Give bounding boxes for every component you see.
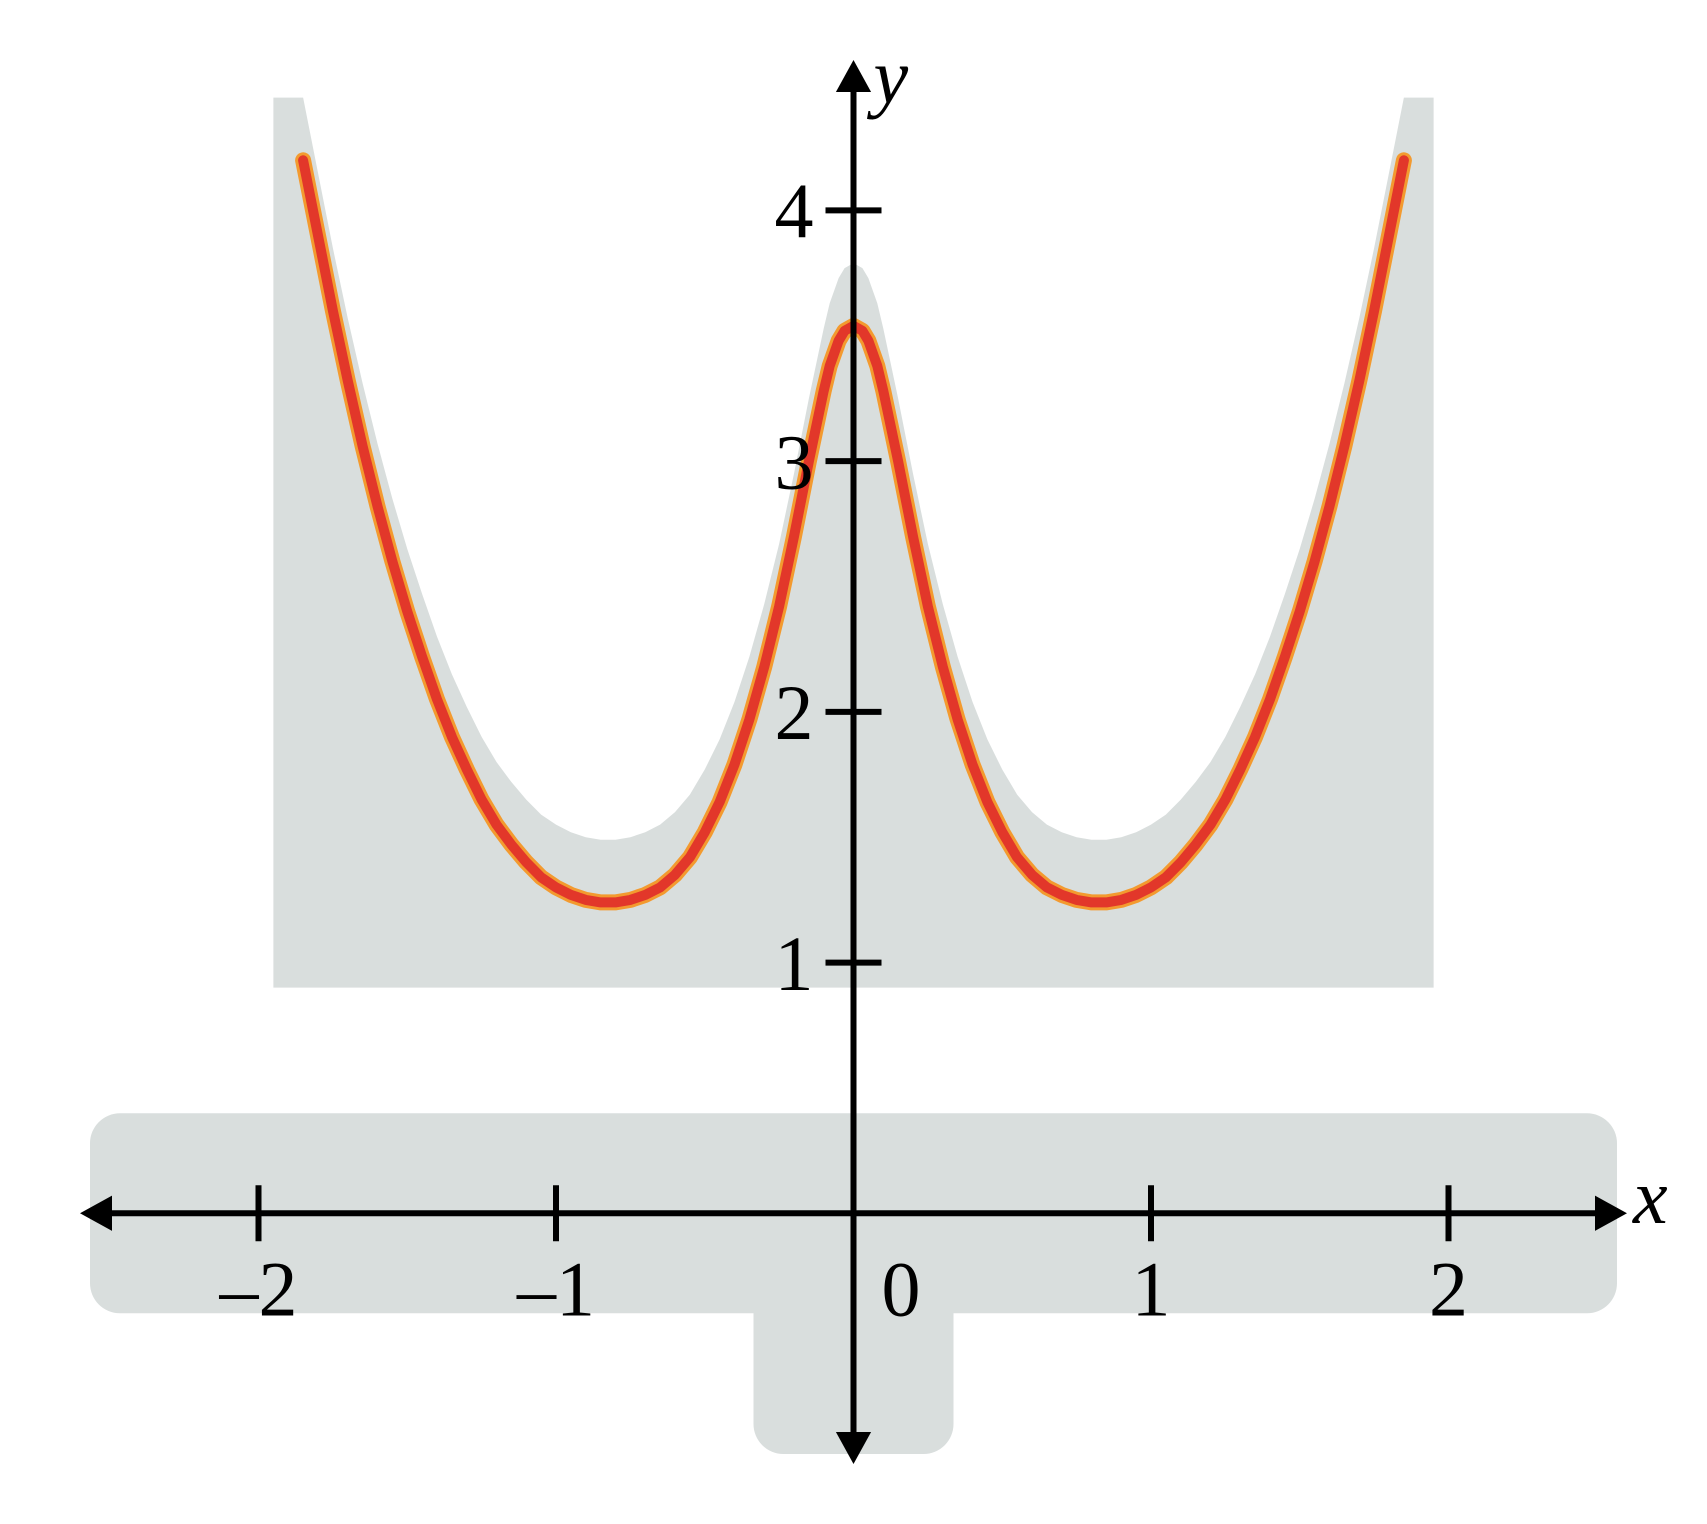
origin-label: 0 (882, 1245, 921, 1332)
chart-svg: –2 –1 1 2 1 2 3 4 0 x y (0, 0, 1707, 1524)
y-tick-label: 3 (775, 418, 814, 505)
x-tick-label: 1 (1132, 1245, 1171, 1332)
y-tick-label: 4 (775, 168, 814, 255)
x-axis-label: x (1632, 1153, 1668, 1240)
x-tick-label: –2 (219, 1245, 298, 1332)
chart-container: –2 –1 1 2 1 2 3 4 0 x y (0, 0, 1707, 1524)
y-axis-label: y (867, 33, 909, 120)
x-tick-label: 2 (1429, 1245, 1468, 1332)
x-tick-label: –1 (516, 1245, 595, 1332)
y-tick-label: 1 (775, 920, 814, 1007)
y-tick-label: 2 (775, 669, 814, 756)
